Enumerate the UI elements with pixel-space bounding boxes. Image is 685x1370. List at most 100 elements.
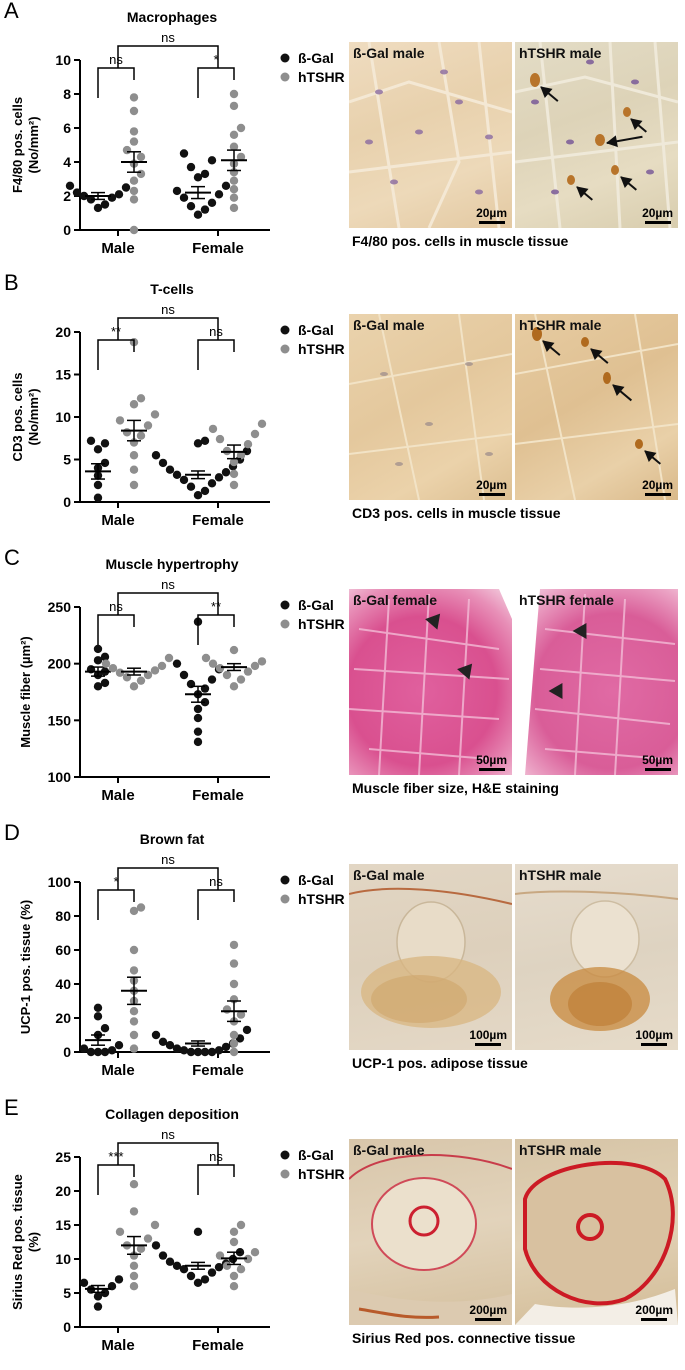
significance-bracket <box>97 67 135 98</box>
data-point <box>114 1041 124 1050</box>
data-point <box>221 468 231 477</box>
panel-letter: D <box>4 820 20 845</box>
significance-label: ns <box>209 324 223 339</box>
chart-collagen-deposition: Collagen deposition Sirius Red pos. tissu… <box>10 1106 345 1354</box>
data-point <box>129 1180 139 1189</box>
data-point <box>193 713 203 723</box>
data-point <box>100 1047 110 1057</box>
tissue-texture <box>349 589 512 775</box>
data-point <box>229 1282 239 1291</box>
y-tick-label: 0 <box>63 1319 71 1335</box>
data-point <box>164 653 174 663</box>
significance-label: * <box>113 874 118 889</box>
data-point <box>193 173 203 182</box>
data-point <box>129 1271 139 1281</box>
data-point <box>236 123 246 133</box>
data-point <box>129 195 139 204</box>
y-tick-label: 10 <box>55 52 71 68</box>
data-point <box>129 225 139 235</box>
scale-bar-label: 20µm <box>642 206 673 220</box>
data-point <box>100 652 110 662</box>
data-point <box>229 1047 239 1057</box>
image-caption: Muscle fiber size, H&E staining <box>352 780 559 796</box>
data-point <box>172 659 182 668</box>
scale-bar: 20µm <box>642 478 673 496</box>
x-tick-label: Female <box>192 787 244 804</box>
chart-t-cells: T-cells CD3 pos. cells(No/mm²) 0 5 10 15 20 Mal… <box>10 281 345 529</box>
data-point <box>150 666 160 675</box>
legend-marker <box>280 53 290 63</box>
data-point <box>214 1046 224 1055</box>
data-point <box>129 400 139 409</box>
y-axis-label: Sirius Red pos. tissue(%) <box>10 1174 41 1310</box>
data-point <box>158 458 168 468</box>
data-point <box>129 1044 139 1053</box>
legend-label: hTSHR <box>298 891 345 907</box>
tissue-texture <box>349 887 512 1028</box>
panel-letter: B <box>4 270 19 295</box>
y-axis-label: Muscle fiber (µm²) <box>18 636 33 748</box>
data-point <box>243 1254 253 1264</box>
y-axis-label-line: UCP-1 pos. tissue (%) <box>18 900 33 1034</box>
data-point <box>229 457 239 467</box>
image-caption: UCP-1 pos. adipose tissue <box>352 1055 528 1071</box>
data-point <box>236 675 246 684</box>
x-tick-label: Male <box>101 787 134 804</box>
data-point <box>129 1017 139 1026</box>
data-point <box>93 1292 103 1301</box>
data-point <box>243 667 253 676</box>
y-tick-label: 20 <box>55 1183 71 1199</box>
y-tick-label: 250 <box>48 599 72 615</box>
image-caption: CD3 pos. cells in muscle tissue <box>352 505 561 521</box>
data-point <box>186 202 196 211</box>
y-tick-label: 15 <box>55 367 71 383</box>
significance-label: ns <box>161 852 175 867</box>
chart-title: Macrophages <box>127 9 217 25</box>
significance-label: ** <box>111 324 121 339</box>
scale-bar: 50µm <box>642 753 673 771</box>
scale-bar-label: 50µm <box>642 753 673 767</box>
panel-e: E Collagen deposition Sirius Red pos. tis… <box>0 1095 685 1367</box>
chart-title: Brown fat <box>140 831 205 847</box>
y-tick-label: 2 <box>63 188 71 204</box>
data-point <box>208 424 218 434</box>
data-point <box>65 181 75 190</box>
data-point <box>158 1037 168 1046</box>
panel-letter: E <box>4 1095 19 1120</box>
significance-bracket <box>117 45 219 68</box>
significance-label: * <box>213 52 218 67</box>
data-point <box>236 1010 246 1019</box>
chart-title: T-cells <box>150 281 194 297</box>
data-point <box>136 394 146 403</box>
significance-bracket <box>197 339 235 370</box>
y-tick-label: 6 <box>63 120 71 136</box>
data-point <box>214 190 224 199</box>
legend-marker <box>280 1150 290 1160</box>
significance-label: ns <box>161 1127 175 1142</box>
significance-bracket <box>97 889 135 920</box>
micrograph-right: hTSHR male 100µm <box>515 864 678 1050</box>
significance-bracket <box>117 317 219 340</box>
data-point <box>93 1047 103 1057</box>
data-point <box>101 659 111 668</box>
data-point <box>193 737 203 747</box>
data-point <box>236 152 246 162</box>
data-point <box>122 428 132 437</box>
y-tick-label: 10 <box>55 409 71 425</box>
data-point <box>129 1007 139 1016</box>
data-point <box>242 1025 252 1035</box>
y-tick-label: 100 <box>48 874 72 890</box>
tissue-texture <box>515 1160 678 1325</box>
chart-macrophages: Macrophages F4/80 pos. cells(No/mm²) 0 2 4 6 8… <box>10 9 345 257</box>
data-point <box>214 473 224 482</box>
image-label: ß-Gal male <box>353 867 425 883</box>
y-tick-label: 5 <box>63 452 71 468</box>
data-point <box>186 482 196 491</box>
image-label: ß-Gal male <box>353 1142 425 1158</box>
scale-bar: 100µm <box>469 1028 507 1046</box>
data-point <box>165 1257 175 1266</box>
chart-muscle-hypertrophy: Muscle hypertrophy Muscle fiber (µm²) 100 1… <box>18 556 345 804</box>
data-point <box>179 1046 189 1055</box>
legend-label: hTSHR <box>298 1166 345 1182</box>
legend-label: hTSHR <box>298 616 345 632</box>
